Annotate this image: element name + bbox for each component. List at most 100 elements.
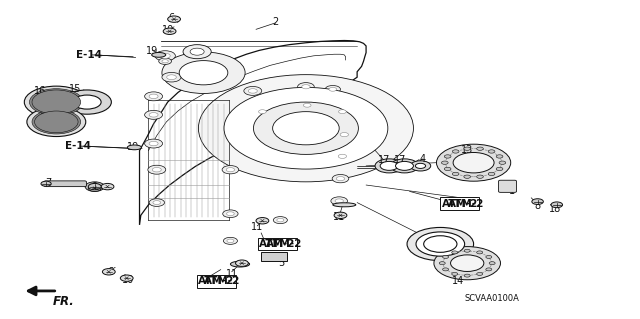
Circle shape [145,139,163,148]
Circle shape [415,163,426,168]
Text: ATM-2: ATM-2 [198,276,235,286]
Circle shape [489,262,495,265]
Circle shape [273,217,287,224]
Circle shape [160,53,170,58]
Text: E-14: E-14 [76,50,102,60]
Circle shape [149,94,158,99]
Circle shape [417,233,463,256]
Text: 19: 19 [127,142,140,152]
Circle shape [162,60,168,63]
Text: 3: 3 [424,237,431,247]
Circle shape [179,61,228,85]
Ellipse shape [152,53,166,57]
Circle shape [149,113,158,117]
Circle shape [38,113,74,131]
Circle shape [486,256,492,258]
Circle shape [477,175,483,178]
Circle shape [452,272,458,275]
Circle shape [303,103,311,107]
Text: 10: 10 [161,25,174,35]
Text: ATM-2: ATM-2 [266,239,302,249]
Circle shape [256,218,269,224]
Circle shape [464,274,470,277]
FancyBboxPatch shape [261,252,287,261]
Ellipse shape [333,203,356,207]
Text: 6: 6 [168,12,175,23]
Circle shape [32,90,81,114]
Text: 14: 14 [451,276,464,286]
Circle shape [532,199,543,204]
Circle shape [390,159,419,173]
Circle shape [190,48,204,55]
Text: 15: 15 [69,84,82,94]
Circle shape [334,152,351,160]
Circle shape [477,272,483,275]
Circle shape [434,247,500,280]
Text: 19: 19 [146,46,159,56]
Circle shape [253,102,358,154]
Circle shape [451,255,484,271]
Circle shape [102,269,115,275]
Circle shape [424,236,457,252]
Text: 11: 11 [333,212,346,222]
Circle shape [486,268,492,271]
Circle shape [24,86,88,118]
Circle shape [325,85,340,93]
Circle shape [444,167,451,171]
Circle shape [63,90,111,114]
Text: 5: 5 [278,258,285,268]
Circle shape [90,184,100,189]
Circle shape [488,150,495,153]
Circle shape [340,133,349,137]
Circle shape [149,141,158,146]
Circle shape [488,172,495,175]
Circle shape [145,92,163,101]
Circle shape [155,51,175,61]
Text: 8: 8 [534,201,541,211]
Circle shape [41,181,51,186]
Circle shape [85,182,104,191]
Circle shape [27,107,86,137]
Circle shape [88,185,101,191]
Circle shape [464,147,470,150]
Circle shape [152,167,161,172]
Text: 7: 7 [45,178,51,189]
Circle shape [259,110,266,114]
Circle shape [300,101,315,109]
Ellipse shape [230,261,250,267]
Circle shape [153,201,161,204]
Circle shape [331,197,348,205]
Circle shape [439,262,445,265]
Circle shape [224,87,388,169]
Circle shape [159,58,172,64]
Circle shape [444,155,451,158]
Circle shape [244,86,262,95]
Circle shape [298,83,314,91]
Text: 4: 4 [419,154,426,164]
Circle shape [88,183,101,190]
Circle shape [183,45,211,59]
Text: 2: 2 [272,17,278,27]
Circle shape [236,260,248,266]
Circle shape [551,202,563,208]
Circle shape [396,161,413,170]
Circle shape [223,237,237,244]
Circle shape [162,72,181,82]
Circle shape [496,167,503,171]
Text: E-14: E-14 [65,141,92,151]
Circle shape [73,95,101,109]
Circle shape [380,161,398,170]
FancyBboxPatch shape [44,181,86,187]
Circle shape [452,251,458,254]
Text: 16: 16 [33,86,46,96]
Circle shape [443,256,449,258]
Circle shape [227,212,234,216]
FancyBboxPatch shape [499,180,516,192]
Text: 10: 10 [122,275,134,285]
Circle shape [477,251,483,254]
Circle shape [410,161,431,171]
Ellipse shape [127,145,141,150]
Circle shape [452,172,459,175]
Circle shape [168,16,180,22]
Text: ATM-2: ATM-2 [204,276,240,286]
